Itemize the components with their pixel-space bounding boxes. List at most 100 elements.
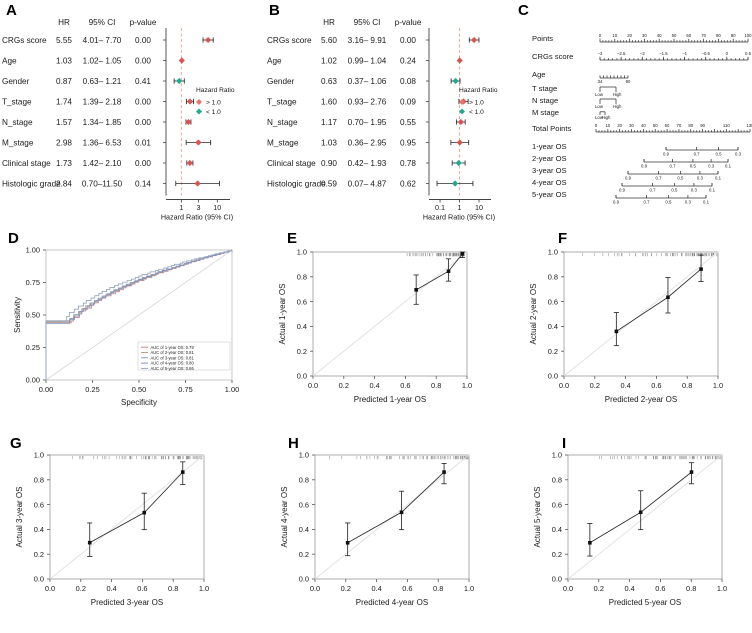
svg-text:0.0: 0.0 [34, 575, 44, 584]
svg-text:Low: Low [595, 115, 604, 120]
svg-text:0.42– 1.93: 0.42– 1.93 [348, 159, 387, 168]
svg-text:Clinical stage: Clinical stage [267, 159, 316, 168]
svg-text:0.36– 2.95: 0.36– 2.95 [348, 139, 387, 148]
svg-text:1.36– 6.53: 1.36– 6.53 [83, 139, 122, 148]
svg-text:0: 0 [726, 51, 729, 56]
svg-text:0.55: 0.55 [400, 118, 416, 127]
svg-text:90: 90 [731, 33, 736, 38]
svg-text:Hazard Ratio: Hazard Ratio [196, 87, 235, 94]
svg-text:0.4: 0.4 [620, 381, 630, 390]
svg-text:0.41: 0.41 [135, 77, 151, 86]
svg-text:10: 10 [612, 33, 617, 38]
svg-text:0.09: 0.09 [400, 98, 416, 107]
svg-text:0.2: 0.2 [76, 584, 86, 593]
svg-text:0.0: 0.0 [552, 575, 562, 584]
svg-text:0.9: 0.9 [625, 175, 632, 180]
svg-text:Gender: Gender [2, 77, 30, 86]
svg-text:0.25: 0.25 [85, 385, 99, 394]
svg-text:0.4: 0.4 [299, 525, 309, 534]
svg-text:2.98: 2.98 [56, 139, 72, 148]
svg-text:< 1.0: < 1.0 [469, 109, 484, 116]
svg-text:CRGs score: CRGs score [267, 36, 312, 45]
svg-text:0.0: 0.0 [45, 584, 55, 593]
svg-text:0.2: 0.2 [594, 584, 604, 593]
svg-text:0.00: 0.00 [135, 159, 151, 168]
svg-text:Predicted 5-year OS: Predicted 5-year OS [609, 598, 681, 607]
svg-text:0.07– 4.87: 0.07– 4.87 [348, 180, 387, 189]
svg-text:110: 110 [723, 123, 730, 128]
svg-text:HR: HR [323, 18, 335, 27]
svg-text:Points: Points [532, 34, 553, 43]
svg-text:0.5: 0.5 [690, 163, 697, 168]
svg-text:0.00: 0.00 [135, 118, 151, 127]
svg-text:60: 60 [665, 123, 670, 128]
svg-text:p-value: p-value [395, 18, 422, 27]
svg-text:1.00: 1.00 [26, 246, 40, 255]
svg-text:CRGs score: CRGs score [532, 52, 573, 61]
panel-a-forest-plot: A HR 95% CI p-value CRGs score 5.55 4.01– 7.7… [0, 0, 258, 228]
svg-text:10: 10 [213, 203, 221, 212]
svg-text:Histologic grade: Histologic grade [267, 180, 326, 189]
svg-text:AUC of 1-year OS: 0.79: AUC of 1-year OS: 0.79 [151, 345, 195, 350]
svg-text:−3: −3 [598, 51, 604, 56]
svg-text:AUC of 5-year OS: 0.86: AUC of 5-year OS: 0.86 [151, 366, 195, 371]
svg-text:70: 70 [677, 123, 682, 128]
svg-text:0.99– 1.04: 0.99– 1.04 [348, 57, 387, 66]
svg-text:0.8: 0.8 [548, 273, 558, 282]
svg-text:0.7: 0.7 [669, 163, 676, 168]
svg-text:CRGs score: CRGs score [2, 36, 47, 45]
svg-text:1.34– 1.85: 1.34– 1.85 [83, 118, 122, 127]
svg-text:0.5: 0.5 [745, 51, 752, 56]
svg-text:0.8: 0.8 [431, 381, 441, 390]
svg-text:20: 20 [627, 33, 632, 38]
svg-text:0.5: 0.5 [715, 151, 722, 156]
svg-text:0.3: 0.3 [685, 199, 692, 204]
svg-text:0.0: 0.0 [559, 381, 569, 390]
svg-text:90: 90 [700, 123, 705, 128]
svg-text:0.8: 0.8 [34, 476, 44, 485]
svg-text:1.0: 1.0 [299, 451, 309, 460]
svg-text:30: 30 [629, 123, 634, 128]
svg-text:1: 1 [179, 203, 183, 212]
svg-text:−1: −1 [682, 51, 688, 56]
svg-text:0.6: 0.6 [402, 584, 412, 593]
svg-text:0.0: 0.0 [548, 372, 558, 381]
svg-text:0.1: 0.1 [709, 187, 716, 192]
svg-text:2-year OS: 2-year OS [532, 154, 567, 163]
svg-text:p-value: p-value [130, 18, 157, 27]
svg-text:1.57: 1.57 [56, 118, 72, 127]
svg-text:1.02– 1.05: 1.02– 1.05 [83, 57, 122, 66]
svg-text:0.8: 0.8 [552, 476, 562, 485]
svg-text:0.5: 0.5 [677, 175, 684, 180]
svg-text:0.6: 0.6 [548, 297, 558, 306]
panel-d-label: D [8, 230, 19, 247]
svg-text:0.59: 0.59 [321, 180, 337, 189]
svg-text:0.7: 0.7 [650, 187, 657, 192]
svg-text:0.8: 0.8 [686, 584, 696, 593]
svg-text:0.8: 0.8 [299, 476, 309, 485]
svg-text:0.7: 0.7 [694, 151, 701, 156]
svg-text:1.03: 1.03 [321, 139, 337, 148]
svg-text:1.17: 1.17 [321, 118, 337, 127]
svg-text:130: 130 [746, 123, 752, 128]
svg-text:0.3: 0.3 [697, 175, 704, 180]
svg-text:Low: Low [595, 92, 604, 97]
svg-text:> 1.0: > 1.0 [469, 99, 484, 106]
svg-text:0.78: 0.78 [400, 159, 416, 168]
panel-e-label: E [287, 230, 298, 247]
svg-text:3: 3 [197, 203, 201, 212]
svg-text:0.9: 0.9 [663, 151, 670, 156]
svg-text:0.0: 0.0 [299, 575, 309, 584]
panel-h-calibration-4yr: H 0.0 0.2 0.4 0.6 0.8 1.0 0.0 0.2 0.4 0.6 0.8 1.0 Pr… [255, 433, 505, 633]
svg-text:AUC of 3-year OS: 0.81: AUC of 3-year OS: 0.81 [151, 355, 195, 360]
svg-text:Sensitivity: Sensitivity [13, 297, 22, 333]
svg-text:< 1.0: < 1.0 [206, 109, 221, 116]
svg-text:0.90: 0.90 [321, 159, 337, 168]
svg-text:5-year OS: 5-year OS [532, 190, 567, 199]
svg-text:70: 70 [701, 33, 706, 38]
svg-text:1.00: 1.00 [225, 385, 239, 394]
svg-text:1.0: 1.0 [552, 451, 562, 460]
svg-text:0.00: 0.00 [26, 376, 40, 385]
svg-text:0.00: 0.00 [39, 385, 53, 394]
svg-text:0.4: 0.4 [371, 584, 381, 593]
